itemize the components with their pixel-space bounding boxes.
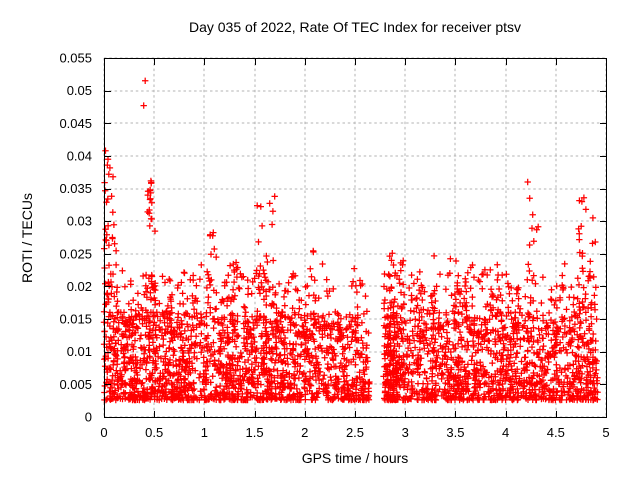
x-tick-label: 4.5 <box>547 425 565 440</box>
x-axis-label: GPS time / hours <box>301 450 409 466</box>
y-tick-label: 0.005 <box>59 377 92 392</box>
y-tick-label: 0 <box>85 410 92 425</box>
x-tick-label: 2 <box>301 425 308 440</box>
y-tick-label: 0.035 <box>59 181 92 196</box>
tick-labels: 0 0.005 0.01 0.015 0.02 0.025 0.03 0.035 0.04 0.0… <box>59 51 609 441</box>
x-tick-label: 1 <box>201 425 208 440</box>
y-tick-label: 0.02 <box>67 279 92 294</box>
y-tick-label: 0.04 <box>67 148 92 163</box>
x-tick-label: 3 <box>402 425 409 440</box>
x-tick-label: 0 <box>100 425 107 440</box>
x-tick-label: 1.5 <box>246 425 264 440</box>
y-tick-label: 0.015 <box>59 312 92 327</box>
x-tick-label: 4 <box>502 425 509 440</box>
scatter-points <box>100 77 601 404</box>
y-tick-label: 0.025 <box>59 246 92 261</box>
x-tick-label: 3.5 <box>446 425 464 440</box>
axes-frame <box>104 58 607 418</box>
x-tick-label: 2.5 <box>346 425 364 440</box>
y-tick-label: 0.05 <box>67 83 92 98</box>
chart-title: Day 035 of 2022, Rate Of TEC Index for r… <box>188 19 521 35</box>
x-tick-label: 5 <box>602 425 609 440</box>
y-tick-label: 0.045 <box>59 116 92 131</box>
x-tick-label: 0.5 <box>145 425 163 440</box>
y-tick-label: 0.03 <box>67 214 92 229</box>
y-tick-label: 0.055 <box>59 51 92 66</box>
y-tick-label: 0.01 <box>67 344 92 359</box>
